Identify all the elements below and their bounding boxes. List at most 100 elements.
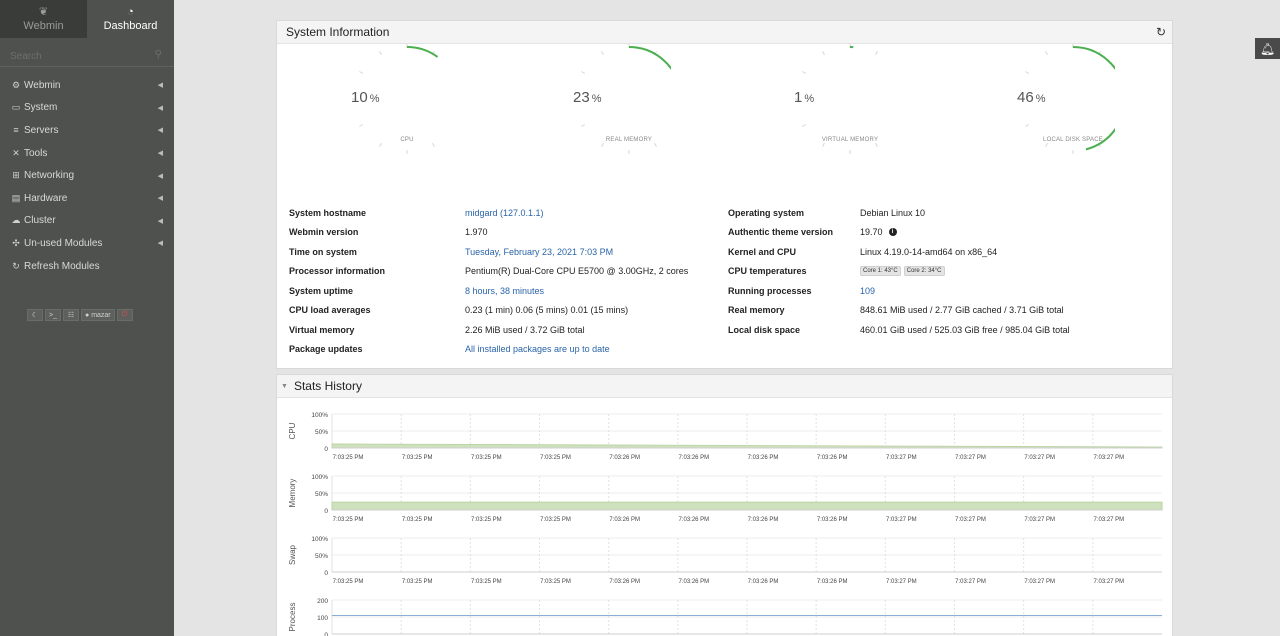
username: mazar [91,311,111,319]
search-input[interactable] [0,47,174,67]
info-value[interactable]: midgard (127.0.1.1) [465,203,544,223]
sidebar-item-webmin[interactable]: ⚙ Webmin ◀ [0,74,174,97]
sidebar-item-label: Hardware [24,192,68,204]
info-value[interactable]: 109 [860,281,875,301]
chart-axis-label: CPU [288,422,297,439]
refresh-icon[interactable]: ↻ [1155,25,1166,39]
info-label: Virtual memory [289,324,355,335]
chart-time-label: 7:03:26 PM [678,579,709,585]
chart-time-label: 7:03:27 PM [955,579,986,585]
info-value-text: Debian Linux 10 [860,207,926,218]
sidebar-item-hardware[interactable]: ▤ Hardware ◀ [0,187,174,210]
chart-time-label: 7:03:27 PM [955,517,986,523]
chart-memory: Memory 100% 50% 0 7:03:25 PM 7:03:25 PM 7:03:2… [288,474,1163,523]
settings-button[interactable]: ☷ [63,309,79,321]
caret-left-icon: ◀ [157,195,163,203]
sidebar-search: ⚲ [0,46,174,67]
terminal-icon: >_ [49,311,57,319]
gauge-tick [379,142,382,147]
gauge-tick [875,51,878,56]
cpu-temp-badge: Core 2: 34°C [903,266,945,277]
chart-tick-label: 100% [311,474,328,481]
gauge-tick [802,71,807,74]
caret-left-icon: ◀ [157,217,163,225]
gauge-arc [406,46,439,58]
info-label: CPU temperatures [728,266,807,277]
info-label: Real memory [728,305,785,316]
info-value-text: 460.01 GiB used / 525.03 GiB free / 985.… [860,324,1070,335]
chart-time-label: 7:03:26 PM [609,579,640,585]
sidebar-item-refresh-modules[interactable]: ↻ Refresh Modules [0,255,174,278]
sidebar-item-servers[interactable]: ≡ Servers ◀ [0,119,174,142]
sidebar-item-cluster[interactable]: ☁ Cluster ◀ [0,210,174,233]
gauge-tick [581,71,586,74]
chart-tick-label: 100% [311,536,328,543]
info-label: Operating system [728,207,805,218]
gauge-tick [1025,124,1030,127]
tab-dashboard[interactable]: ◔ Dashboard [87,0,174,38]
sidebar-item-label: Webmin [24,79,61,91]
gauge-tick [601,51,604,56]
sidebar-item-label: System [24,102,58,114]
chart-time-label: 7:03:27 PM [1024,455,1055,461]
gauge-tick [654,142,657,147]
gauge-number: 10 [351,89,368,106]
stats-history-header[interactable]: ▼ Stats History [277,375,1172,398]
night-mode-button[interactable]: ☾ [27,309,43,321]
chart-time-label: 7:03:25 PM [471,579,502,585]
chart-time-label: 7:03:26 PM [678,517,709,523]
info-label: Webmin version [289,227,359,238]
sidebar-item-label: Tools [24,147,48,159]
panel-title: System Information [286,25,390,39]
info-value-text: 19.70 [860,227,883,238]
info-value[interactable]: All installed packages are up to date [465,340,610,360]
logout-button[interactable]: ⏻ [116,309,133,321]
chart-tick-label: 0 [324,508,328,515]
info-value-text: 0.23 (1 min) 0.06 (5 mins) 0.01 (15 mins… [465,305,629,316]
gauge-unit: % [1035,93,1046,105]
sidebar-item-tools[interactable]: ✕ Tools ◀ [0,142,174,165]
caret-left-icon: ◀ [157,104,163,112]
info-value: 19.70 i [860,223,897,243]
chart-time-label: 7:03:25 PM [402,517,433,523]
info-value: 848.61 MiB used / 2.77 GiB cached / 3.71… [860,301,1064,321]
webmin-icon: ❦ [38,6,49,18]
user-button[interactable]: ● mazar [81,309,115,321]
gauge-dial [574,44,671,154]
chart-time-label: 7:03:27 PM [1093,579,1124,585]
sidebar-item-system[interactable]: ▭ System ◀ [0,97,174,120]
gauge-tick [822,51,825,56]
info-value-text: 8 hours, 38 minutes [465,285,545,296]
caret-left-icon: ◀ [157,127,163,135]
gauge-virtual-memory: 1% VIRTUAL MEMORY [772,43,892,161]
sidebar-item-label: Cluster [24,215,56,227]
chart-time-label: 7:03:27 PM [1024,517,1055,523]
terminal-button[interactable]: >_ [45,309,61,321]
chart-time-label: 7:03:26 PM [748,517,779,523]
gauge-number: 23 [573,89,590,106]
sidebar-item-unused-modules[interactable]: ✣ Un-used Modules ◀ [0,232,174,255]
chart-tick-label: 0 [324,570,328,577]
stats-charts: CPU 100% 50% 0 7:03:25 PM 7:03:25 PM 7:03:25 P… [288,412,1163,636]
network-icon: ⊞ [12,170,20,181]
info-label: CPU load averages [289,305,371,316]
gauge-label: LOCAL DISK SPACE [1043,137,1103,143]
sidebar-item-networking[interactable]: ⊞ Networking ◀ [0,164,174,187]
info-value: Pentium(R) Dual-Core CPU E5700 @ 3.00GHz… [465,262,688,282]
info-value[interactable]: Tuesday, February 23, 2021 7:03 PM [465,242,613,262]
info-value[interactable]: 8 hours, 38 minutes [465,281,544,301]
info-value: 1.970 [465,223,488,243]
cluster-icon: ☁ [11,215,21,226]
sliders-icon: ☷ [67,312,75,319]
sidebar-item-label: Networking [24,170,75,182]
tab-webmin[interactable]: ❦ Webmin [0,0,87,38]
gauge-local-disk-space: 46% LOCAL DISK SPACE [995,43,1115,161]
chart-area [331,501,1163,511]
notifications-button[interactable]: 🔔︎ [1255,38,1280,59]
chart-time-label: 7:03:25 PM [333,579,364,585]
info-icon[interactable]: i [888,228,897,237]
gauge-value: 23% [573,89,601,106]
info-value: Core 1: 43°C Core 2: 34°C [860,262,948,282]
gauge-tick [1045,51,1048,56]
chart-cpu: CPU 100% 50% 0 7:03:25 PM 7:03:25 PM 7:03:25 P… [288,412,1163,461]
